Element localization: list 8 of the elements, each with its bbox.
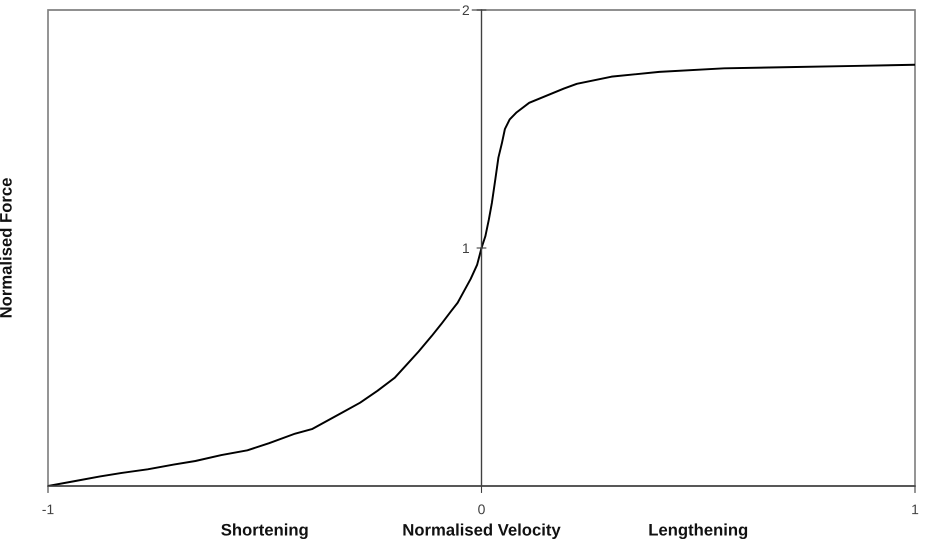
x-tick-label: -1	[42, 504, 54, 514]
y-axis-title: Normalised Force	[0, 178, 12, 318]
x-tick-label: 0	[478, 504, 485, 514]
x-axis-title: Normalised Velocity	[403, 523, 561, 539]
text: Lengthening	[649, 523, 748, 540]
x-tick-label: 1	[912, 504, 918, 514]
text: Shortening	[221, 523, 308, 540]
y-tick-label: 2	[462, 5, 469, 16]
